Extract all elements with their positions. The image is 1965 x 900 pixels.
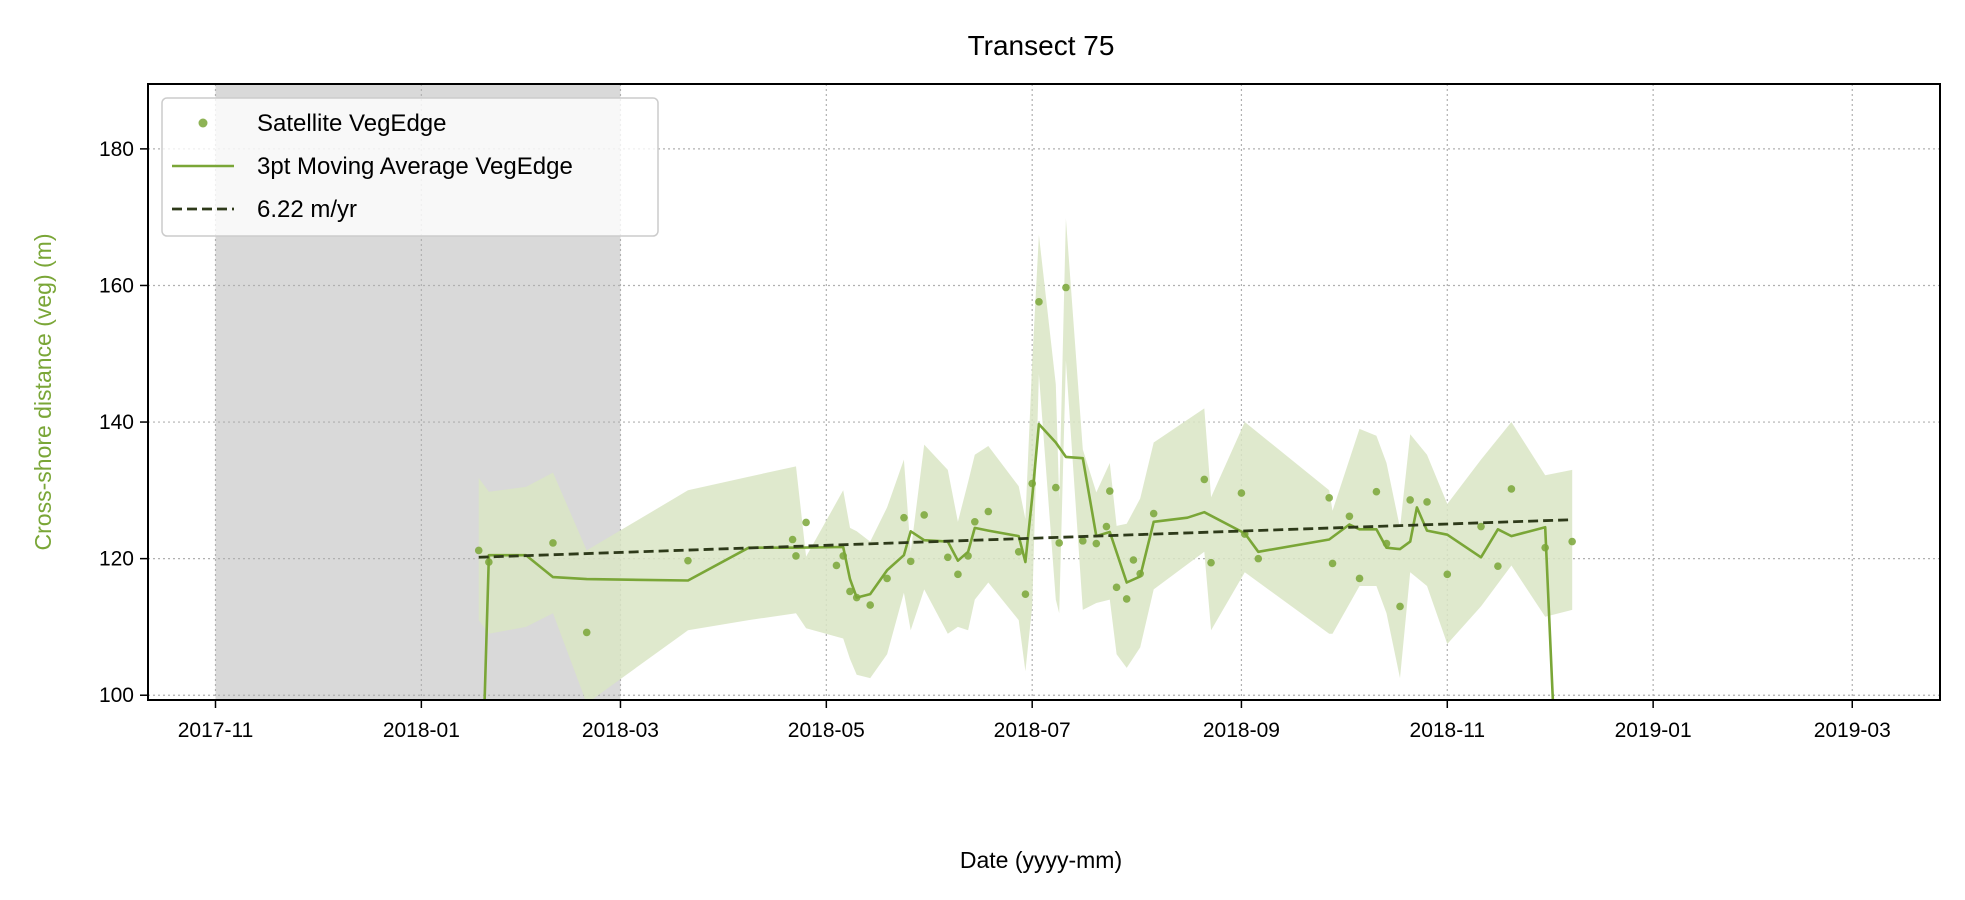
scatter-point (846, 587, 854, 596)
x-tick-label: 2018-05 (788, 719, 865, 742)
x-axis: 2017-11 2018-01 2018-03 2018-05 2018-07 2018-… (178, 700, 1891, 742)
x-tick-label: 2018-01 (383, 719, 460, 742)
scatter-point (1122, 595, 1131, 603)
scatter-point (802, 518, 810, 527)
scatter-point (788, 535, 797, 544)
scatter-point (1102, 522, 1111, 531)
y-axis-label: Cross-shore distance (veg) (m) (30, 234, 56, 551)
scatter-point (1129, 556, 1138, 564)
y-tick-label: 180 (99, 138, 134, 161)
scatter-point (1568, 537, 1576, 546)
y-tick-label: 120 (99, 548, 134, 571)
chart-title: Transect 75 (968, 30, 1115, 61)
scatter-point (1092, 539, 1101, 548)
x-tick-label: 2019-03 (1814, 719, 1891, 742)
x-tick-label: 2018-03 (582, 719, 659, 742)
x-tick-label: 2018-11 (1410, 719, 1486, 742)
scatter-point (1477, 522, 1485, 531)
scatter-point (1507, 485, 1516, 493)
y-tick-label: 140 (99, 411, 134, 434)
scatter-point (1254, 554, 1263, 563)
scatter-point (1396, 602, 1404, 611)
scatter-point (1112, 583, 1121, 592)
legend: Satellite VegEdge 3pt Moving Average VegE… (161, 97, 659, 237)
uncertainty-band (478, 218, 1573, 700)
scatter-point (1207, 558, 1215, 567)
scatter-point (1325, 494, 1333, 502)
scatter-point (1106, 487, 1114, 495)
y-axis: 100 120 140 160 180 (99, 138, 148, 707)
scatter-point (1372, 487, 1381, 496)
x-tick-label: 2018-07 (994, 719, 1071, 742)
scatter-point (944, 553, 952, 562)
scatter-point (1055, 539, 1063, 547)
legend-box (161, 97, 659, 237)
scatter-point (1328, 559, 1337, 568)
scatter-point (582, 628, 591, 637)
scatter-point (1423, 498, 1431, 506)
scatter-point (984, 507, 993, 516)
scatter-point (1149, 509, 1158, 518)
scatter-point (1443, 570, 1452, 579)
scatter-point (832, 561, 841, 570)
scatter-point (1052, 483, 1060, 492)
x-tick-label: 2017-11 (178, 719, 254, 742)
scatter-point (971, 517, 979, 526)
scatter-point (1355, 574, 1364, 583)
scatter-point (792, 552, 800, 560)
scatter-point (549, 539, 557, 547)
scatter-point (1079, 537, 1087, 545)
legend-entry-label: 6.22 m/yr (257, 196, 357, 223)
x-tick-label: 2018-09 (1203, 719, 1280, 742)
trend-line (478, 518, 1573, 559)
legend-entry-label: 3pt Moving Average VegEdge (257, 153, 573, 180)
scatter-point (1406, 496, 1414, 504)
scatter-point (1062, 283, 1070, 292)
scatter-point (1237, 489, 1246, 497)
legend-entry-label: Satellite VegEdge (257, 110, 446, 137)
x-tick-label: 2019-01 (1615, 719, 1692, 742)
scatter-point (1014, 548, 1023, 556)
y-tick-label: 100 (99, 684, 134, 707)
scatter-point (866, 601, 874, 609)
y-tick-label: 160 (99, 274, 134, 297)
scatter-point (906, 557, 915, 566)
scatter-point (1200, 475, 1209, 484)
scatter-point (1345, 512, 1354, 521)
plot-frame (147, 83, 1941, 701)
x-axis-label: Date (yyyy-mm) (960, 847, 1122, 873)
scatter-point (1035, 298, 1043, 306)
scatter-point (684, 556, 692, 565)
scatter-point (954, 570, 962, 579)
legend-marker-scatter (198, 118, 208, 128)
scatter-point (1494, 562, 1502, 570)
scatter-point (920, 511, 928, 519)
scatter-point (474, 546, 483, 555)
scatter-point (900, 513, 908, 522)
moving-average-line (483, 422, 1555, 700)
scatter-point (1021, 590, 1030, 598)
scatter-point (883, 574, 891, 583)
